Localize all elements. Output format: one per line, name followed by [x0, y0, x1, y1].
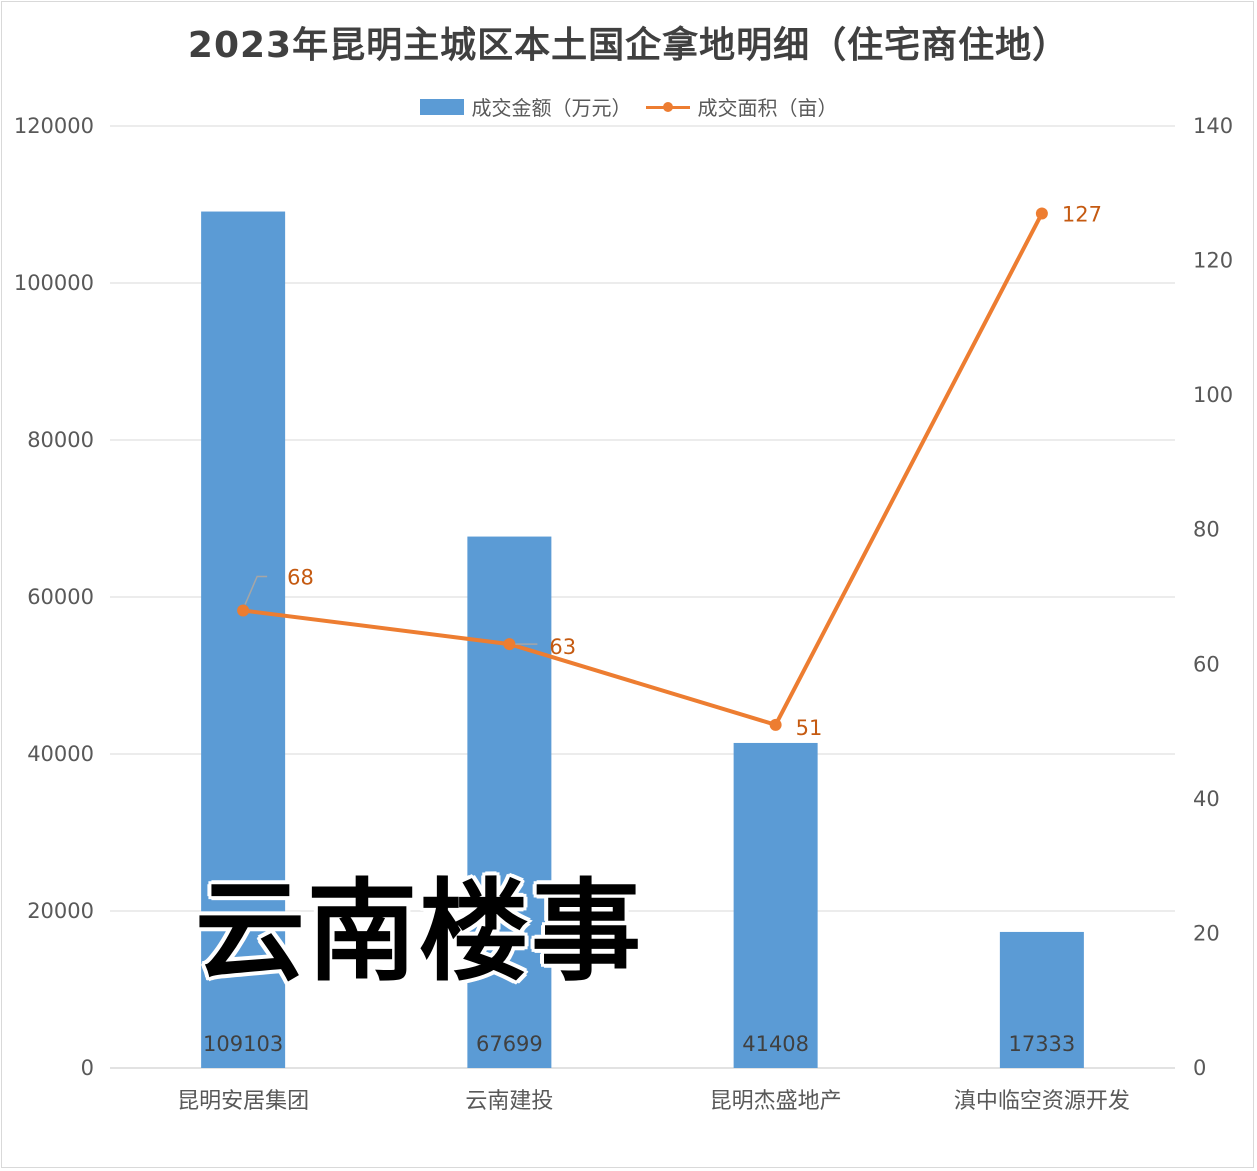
- bar-value-label: 41408: [742, 1032, 809, 1056]
- bar-value-label: 109103: [203, 1032, 283, 1056]
- line-value-label: 51: [796, 716, 823, 740]
- y-left-tick-label: 120000: [14, 114, 94, 138]
- line-point: [503, 638, 516, 651]
- legend-item-area: 成交面积（亩）: [645, 92, 838, 121]
- x-category-label: 昆明杰盛地产: [710, 1089, 842, 1114]
- bar: [999, 931, 1084, 1068]
- line-value-label: 63: [549, 635, 576, 659]
- bar-value-label: 67699: [476, 1032, 543, 1056]
- line-point: [1035, 207, 1048, 220]
- chart-legend: 成交金额（万元） 成交面积（亩）: [0, 92, 1257, 121]
- legend-label-amount: 成交金额（万元）: [471, 96, 632, 120]
- x-category-label: 云南建投: [465, 1089, 553, 1114]
- legend-bar-swatch: [419, 98, 464, 115]
- legend-label-area: 成交面积（亩）: [697, 96, 838, 120]
- line-series: [242, 212, 1044, 727]
- y-right-tick-label: 20: [1193, 921, 1220, 945]
- x-category-label: 滇中临空资源开发: [954, 1089, 1130, 1114]
- line-point: [237, 604, 250, 617]
- y-right-tick-label: 0: [1193, 1056, 1206, 1080]
- legend-line-swatch: [645, 99, 690, 115]
- y-right-tick-label: 120: [1193, 249, 1233, 273]
- y-right-tick-label: 100: [1193, 383, 1233, 407]
- y-left-tick-label: 0: [81, 1056, 94, 1080]
- line-point: [769, 718, 782, 731]
- chart-title: 2023年昆明主城区本土国企拿地明细（住宅商住地）: [187, 25, 1070, 66]
- legend-item-amount: 成交金额（万元）: [419, 92, 632, 121]
- y-right-tick-label: 140: [1193, 114, 1233, 138]
- x-category-label: 昆明安居集团: [177, 1089, 309, 1114]
- watermark-text: 云南楼事: [193, 866, 644, 999]
- y-left-tick-label: 20000: [27, 899, 94, 923]
- y-left-tick-label: 80000: [27, 428, 94, 452]
- line-value-label: 68: [287, 565, 314, 589]
- y-left-tick-label: 100000: [14, 271, 94, 295]
- y-left-tick-label: 60000: [27, 585, 94, 609]
- y-right-tick-label: 80: [1193, 518, 1220, 542]
- y-right-tick-label: 60: [1193, 652, 1220, 676]
- y-right-tick-label: 40: [1193, 787, 1220, 811]
- data-label-leader-line: [244, 575, 268, 605]
- bar: [733, 742, 818, 1068]
- bar-value-label: 17333: [1008, 1032, 1075, 1056]
- bar: [467, 536, 552, 1068]
- y-left-tick-label: 40000: [27, 742, 94, 766]
- bar: [201, 211, 286, 1068]
- line-value-label: 127: [1062, 202, 1102, 226]
